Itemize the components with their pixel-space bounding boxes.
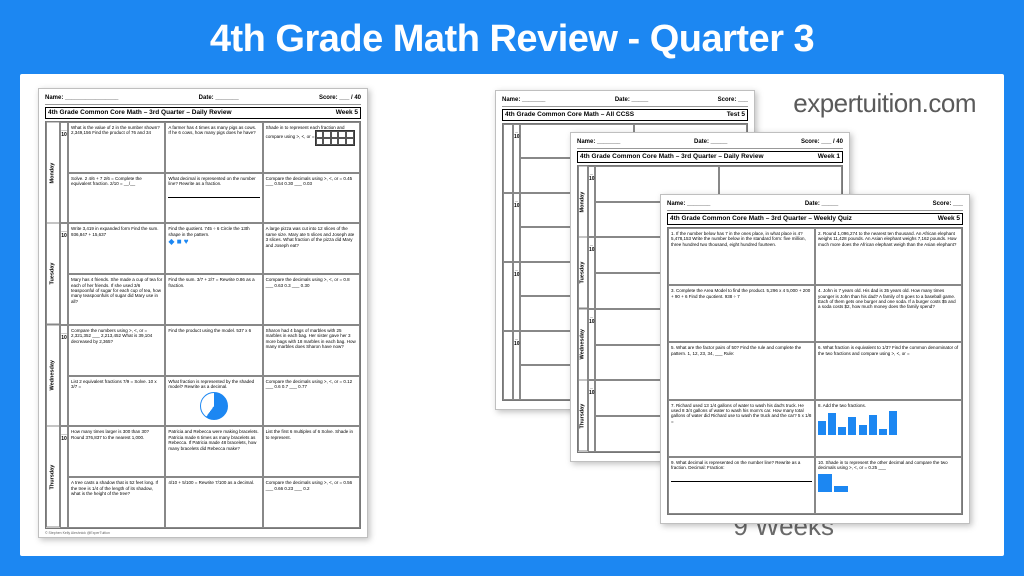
problem-cell: Sharon had 4 bags of marbles with 25 mar… [263, 325, 360, 376]
quiz-cell: 1. If the number below has 7 in the ones… [668, 228, 815, 285]
worksheet-grid: Monday__10What is the value of 2 in the … [45, 121, 361, 529]
day-score: _10 [513, 262, 520, 331]
day-score: _10 [588, 166, 595, 238]
problem-cell: List the first 6 multiples of 6 Solve. S… [263, 426, 360, 477]
score-field: Score: ___ / 40 [319, 95, 361, 102]
problem-cell: A farmer has 4 times as many pigs as cow… [165, 122, 262, 173]
worksheet-title-bar: 4th Grade Common Core Math – 3rd Quarter… [577, 151, 843, 163]
problem-cell: Compare the decimals using >, <, or = 0.… [263, 274, 360, 325]
day-label [503, 124, 513, 193]
day-label: Tuesday [46, 223, 60, 325]
quiz-cell: 3. Complete the Area Model to find the p… [668, 285, 815, 342]
day-score: __10 [60, 325, 68, 427]
day-label [503, 331, 513, 400]
sheet-title-text: 4th Grade Common Core Math – 3rd Quarter… [48, 109, 232, 117]
day-label [503, 262, 513, 331]
problem-cell: Find the sum. 3/7 + 2/7 = Rewrite 0.86 a… [165, 274, 262, 325]
quiz-cell: 5. What are the factor pairs of 50? Find… [668, 342, 815, 399]
day-score: _10 [588, 309, 595, 381]
problem-cell: Mary has 4 friends. She made a cup of te… [68, 274, 165, 325]
day-label: Monday [46, 122, 60, 224]
problem-cell: Patricia and Rebecca were making bracele… [165, 426, 262, 477]
problem-cell: Solve. 2 4/6 + 7 2/6 = Complete the equi… [68, 173, 165, 224]
problem-cell: A large pizza was cut into 12 slices of … [263, 223, 360, 274]
week-label: Week 5 [336, 109, 358, 117]
sheet-title-text: 4th Grade Common Core Math – All CCSS [505, 111, 634, 119]
worksheet-title-bar: 4th Grade Common Core Math – 3rd Quarter… [45, 107, 361, 119]
problem-cell: Find the product using the model. 537 x … [165, 325, 262, 376]
day-score: __10 [60, 426, 68, 528]
quiz-cell: 6. What fraction is equivalent to 1/3? F… [815, 342, 962, 399]
score-field: Score: ___ [718, 97, 748, 104]
copyright: © Stephen Kelly Aleshnick @ExperTuition [45, 531, 361, 535]
day-score: _10 [513, 124, 520, 193]
day-label: Tuesday [578, 237, 588, 309]
day-label: Wednesday [578, 309, 588, 381]
problem-cell: Compare the decimals using >, <, or = 0.… [263, 376, 360, 427]
worksheet-title-bar: 4th Grade Common Core Math – 3rd Quarter… [667, 213, 963, 225]
brand-watermark: expertuition.com [793, 88, 976, 119]
problem-cell: 4/10 + 5/100 = Rewrite 7/100 as a decima… [165, 477, 262, 528]
week-label: Week 5 [938, 215, 960, 223]
name-field: Name: _______ [577, 139, 620, 146]
date-field: Date: _____ [805, 201, 838, 208]
worksheet-title-bar: 4th Grade Common Core Math – All CCSS Te… [502, 109, 748, 121]
sheet-title-text: 4th Grade Common Core Math – 3rd Quarter… [580, 153, 764, 161]
problem-cell: Compare the decimals using >, <, or = 0.… [263, 477, 360, 528]
worksheet-header: Name: _______ Date: _____ Score: ___ [502, 97, 748, 107]
day-label: Monday [578, 166, 588, 238]
day-score: __10 [60, 122, 68, 224]
worksheet-header: Name: ________________ Date: _______ Sco… [45, 95, 361, 105]
date-field: Date: _______ [199, 95, 239, 102]
day-score: _10 [588, 237, 595, 309]
week-label: Week 1 [818, 153, 840, 161]
day-score: __10 [60, 223, 68, 325]
date-field: Date: _____ [615, 97, 648, 104]
worksheet-grid: 1. If the number below has 7 in the ones… [667, 227, 963, 515]
name-field: Name: _______ [667, 201, 710, 208]
score-field: Score: ___ [933, 201, 963, 208]
problem-cell: Write 3,419 in expanded form Find the su… [68, 223, 165, 274]
date-field: Date: _____ [694, 139, 727, 146]
name-field: Name: ________________ [45, 95, 118, 102]
day-label: Thursday [46, 426, 60, 528]
quiz-cell: 7. Richard used 13 1/4 gallons of water … [668, 400, 815, 457]
quiz-cell: 9. What decimal is represented on the nu… [668, 457, 815, 514]
worksheet-header: Name: _______ Date: _____ Score: ___ [667, 201, 963, 211]
problem-cell: Compare the numbers using >, <, or = 2,3… [68, 325, 165, 376]
score-field: Score: ___ / 40 [801, 139, 843, 146]
day-label: Wednesday [46, 325, 60, 427]
worksheet-page-4: Name: _______ Date: _____ Score: ___ 4th… [660, 194, 970, 524]
problem-cell: A tree casts a shadow that is 52 feet lo… [68, 477, 165, 528]
day-label: Thursday [578, 380, 588, 452]
worksheet-main: Name: ________________ Date: _______ Sco… [38, 88, 368, 538]
preview-canvas: expertuition.com 9 Weeks Name: _________… [20, 74, 1004, 556]
problem-cell: Compare the decimals using >, <, or = 0.… [263, 173, 360, 224]
sheet-title-text: 4th Grade Common Core Math – 3rd Quarter… [670, 215, 852, 223]
day-label [503, 193, 513, 262]
problem-cell: What is the value of 2 in the number sho… [68, 122, 165, 173]
day-score: _10 [588, 380, 595, 452]
worksheet-header: Name: _______ Date: _____ Score: ___ / 4… [577, 139, 843, 149]
page-title: 4th Grade Math Review - Quarter 3 [0, 0, 1024, 71]
problem-cell: Shade in to represent each fraction and … [263, 122, 360, 173]
problem-cell: What fraction is represented by the shad… [165, 376, 262, 427]
quiz-cell: 4. John is 7 years old. His dad is 35 ye… [815, 285, 962, 342]
name-field: Name: _______ [502, 97, 545, 104]
quiz-cell: 2. Round 1,096,274 to the nearest ten th… [815, 228, 962, 285]
problem-cell: Find the quotient. 745 ÷ 6 Circle the 13… [165, 223, 262, 274]
quiz-cell: 10. Shade in to represent the other deci… [815, 457, 962, 514]
problem-cell: List 2 equivalent fractions 7/9 = Solve.… [68, 376, 165, 427]
day-score: _10 [513, 193, 520, 262]
quiz-cell: 8. Add the two fractions. [815, 400, 962, 457]
week-label: Test 5 [727, 111, 745, 119]
day-score: _10 [513, 331, 520, 400]
problem-cell: What decimal is represented on the numbe… [165, 173, 262, 224]
problem-cell: How many times larger is 300 than 30? Ro… [68, 426, 165, 477]
